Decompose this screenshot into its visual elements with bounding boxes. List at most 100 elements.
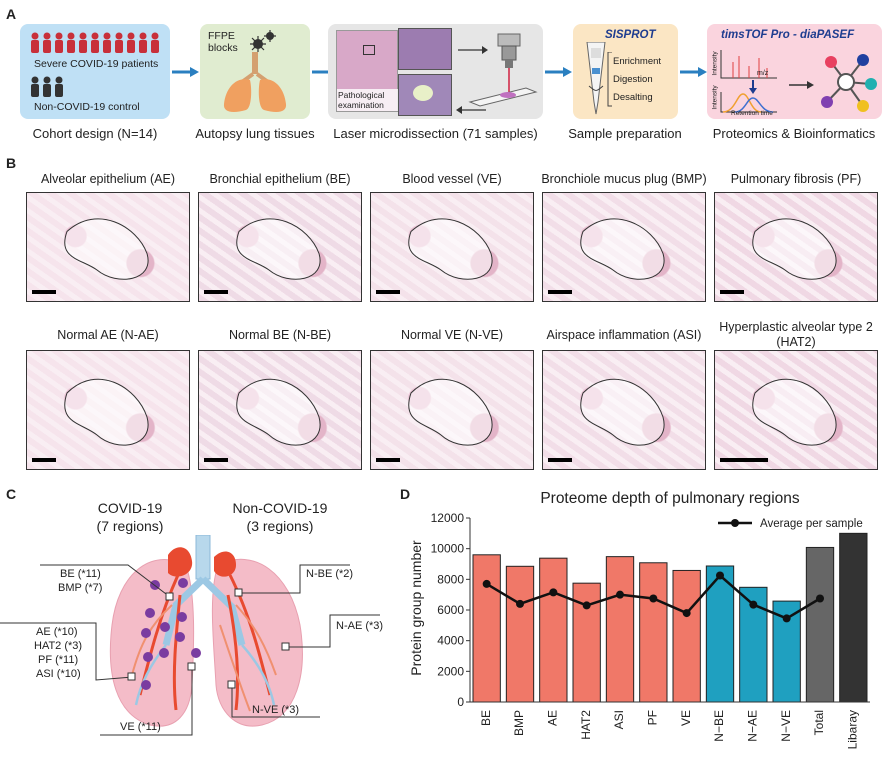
- panel-label-c: C: [6, 486, 17, 502]
- label-nbe: N-BE (*2): [306, 568, 354, 580]
- bar: [639, 562, 668, 703]
- label-bmp: BMP (*7): [58, 582, 103, 594]
- bar: [672, 569, 701, 703]
- cohort-box: Severe COVID-19 patients Non-COVID-19 co…: [20, 24, 170, 119]
- micrograph-title: Bronchiole mucus plug (BMP): [541, 172, 707, 186]
- arrow-right-icon: [789, 81, 814, 89]
- microscope-icon: [456, 33, 538, 114]
- average-point: [616, 590, 624, 599]
- scale-bar: [376, 458, 400, 462]
- prep-step-1: Enrichment: [613, 56, 662, 67]
- x-tick-label: Total: [812, 710, 826, 735]
- micrograph-title: Normal VE (N-VE): [400, 328, 504, 342]
- panel-label-d: D: [400, 486, 411, 502]
- microscopy-image-top: [398, 28, 452, 70]
- x-tick-label: N−BE: [712, 710, 726, 742]
- autopsy-box: FFPE blocks: [200, 24, 310, 119]
- scale-bar: [720, 290, 744, 294]
- prep-box: SISPROT Enrichment Digestion Desalting: [573, 24, 678, 119]
- label-nae: N-AE (*3): [336, 620, 384, 632]
- average-point: [482, 579, 491, 588]
- bar-chart: 0 2000 4000 6000 8000 10000 12000 BE BMP AE HAT2 AS…: [431, 511, 870, 749]
- timstof-title: timsTOF Pro - diaPASEF: [721, 29, 855, 41]
- prep-step-2: Digestion: [613, 74, 653, 85]
- panel-label-a: A: [6, 6, 17, 22]
- bar: [605, 556, 635, 703]
- micrograph-image: [198, 192, 362, 302]
- lmd-caption: Laser microdissection (71 samples): [333, 126, 538, 141]
- chart-title: Proteome depth of pulmonary regions: [540, 490, 800, 507]
- spectra-icon: [720, 50, 777, 113]
- label-ae: AE (*10): [36, 626, 78, 638]
- arrow-icon: [680, 67, 707, 77]
- micrograph-image: [198, 350, 362, 470]
- x-tick-label: N−AE: [746, 710, 760, 742]
- label-pf: PF (*11): [38, 654, 79, 666]
- x-tick-label: AE: [546, 710, 560, 726]
- micrograph-title: Normal BE (N-BE): [228, 328, 332, 342]
- proteomics-box: timsTOF Pro - diaPASEF Intensity m/z Int…: [707, 24, 882, 119]
- exam-label: Pathological examination: [337, 89, 401, 111]
- average-point: [816, 594, 824, 603]
- pipette-tip-icon: [586, 42, 606, 115]
- sisprot-title: SISPROT: [605, 29, 656, 41]
- scale-bar: [204, 458, 228, 462]
- x-tick-label: ASI: [612, 710, 626, 729]
- scale-bar: [720, 458, 768, 462]
- label-asi: ASI (*10): [36, 668, 81, 680]
- micrograph-image: [714, 192, 878, 302]
- scale-bar: [548, 290, 572, 294]
- micrograph-title: Hyperplastic alveolar type 2 (HAT2): [719, 320, 873, 349]
- scale-bar: [32, 290, 56, 294]
- proteomics-caption: Proteomics & Bioinformatics: [712, 126, 876, 141]
- x-tick-label: HAT2: [579, 710, 593, 740]
- average-point: [549, 588, 558, 597]
- y-tick-label: 2000: [437, 664, 464, 678]
- covid-subtitle: (7 regions): [96, 518, 164, 534]
- legend-marker: [731, 519, 739, 527]
- x-tick-label: PF: [646, 710, 660, 725]
- x-tick-label: N−VE: [779, 710, 793, 742]
- bar: [805, 546, 835, 703]
- average-point: [749, 600, 758, 609]
- average-point: [582, 601, 591, 610]
- prep-step-3: Desalting: [613, 92, 653, 103]
- average-point: [782, 614, 791, 623]
- average-point: [716, 571, 724, 580]
- y-tick-label: 10000: [431, 542, 465, 556]
- non-covid-subtitle: (3 regions): [246, 518, 314, 534]
- y-tick-label: 8000: [437, 572, 464, 586]
- micrograph-image: [714, 350, 878, 470]
- bar: [505, 565, 535, 703]
- intensity-label-2: Intensity: [711, 85, 719, 110]
- y-tick-label: 0: [457, 695, 464, 709]
- average-point: [516, 599, 524, 608]
- x-tick-label: BE: [479, 710, 493, 726]
- bar: [705, 565, 735, 703]
- steps-bracket: [607, 52, 612, 107]
- micrograph-image: [370, 192, 534, 302]
- arrow-icon: [172, 67, 199, 77]
- average-point: [682, 609, 691, 618]
- arrow-icon: [545, 67, 572, 77]
- bar: [539, 557, 568, 703]
- lung-diagram: [0, 535, 380, 736]
- control-label: Non-COVID-19 control: [34, 101, 140, 113]
- micrograph-title: Pulmonary fibrosis (PF): [730, 172, 862, 186]
- lungs-icon: [223, 52, 287, 112]
- scale-bar: [204, 290, 228, 294]
- severe-patients-icons: [31, 32, 159, 53]
- x-tick-label: VE: [679, 710, 693, 726]
- y-tick-label: 4000: [437, 634, 464, 648]
- legend-label: Average per sample: [760, 518, 863, 530]
- prep-caption: Sample preparation: [568, 126, 682, 141]
- scale-bar: [376, 290, 400, 294]
- lmd-box: Pathological examination: [328, 24, 543, 119]
- cohort-caption: Cohort design (N=14): [32, 126, 158, 141]
- ffpe-label: FFPE blocks: [208, 30, 238, 54]
- micrograph-image: [542, 192, 706, 302]
- micrograph-image: [542, 350, 706, 470]
- autopsy-caption: Autopsy lung tissues: [195, 126, 315, 141]
- micrograph-title: Airspace inflammation (ASI): [546, 328, 702, 342]
- label-nve: N-VE (*3): [252, 704, 300, 716]
